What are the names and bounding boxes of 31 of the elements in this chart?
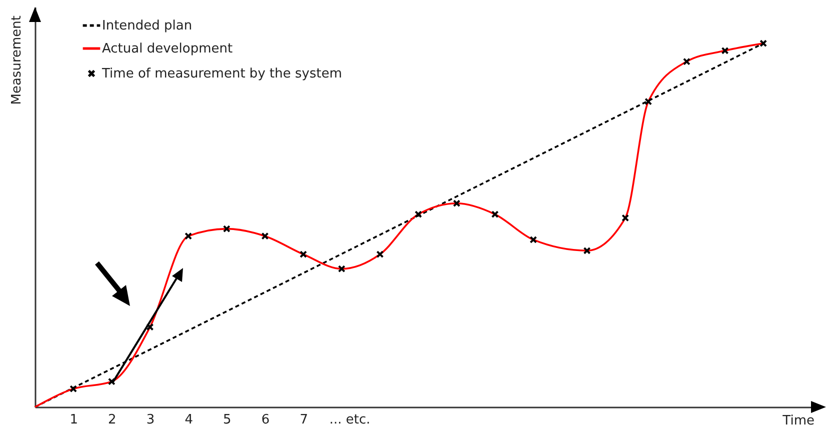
x-tick-label: 7	[300, 412, 308, 428]
point	[184, 232, 192, 240]
point	[70, 385, 78, 393]
point	[530, 236, 538, 244]
point	[222, 225, 230, 233]
point	[622, 214, 630, 222]
legend-label: Intended plan	[102, 18, 192, 34]
point	[300, 250, 308, 258]
point	[338, 265, 346, 273]
point	[682, 58, 690, 66]
x-tick-label: 4	[184, 412, 193, 428]
point	[452, 200, 460, 208]
point	[760, 40, 768, 48]
point	[146, 323, 154, 331]
legend-label: Time of measurement by the system	[101, 66, 342, 82]
x-tick-label: ... etc.	[329, 412, 370, 428]
point	[261, 232, 269, 240]
point	[644, 98, 652, 106]
point	[376, 250, 384, 258]
x-tick-label: 3	[146, 412, 155, 428]
x-tick-label: 1	[70, 412, 78, 428]
x-tick-label: 6	[261, 412, 270, 428]
point	[583, 246, 591, 254]
point	[414, 210, 422, 218]
point	[721, 46, 729, 54]
y-axis-title: Measurement	[10, 16, 24, 105]
x-tick-label: 5	[223, 412, 232, 428]
x-axis-title: Time	[782, 414, 814, 428]
legend-label: Actual development	[102, 42, 233, 56]
point	[491, 210, 499, 218]
x-tick-label: 2	[108, 412, 116, 428]
